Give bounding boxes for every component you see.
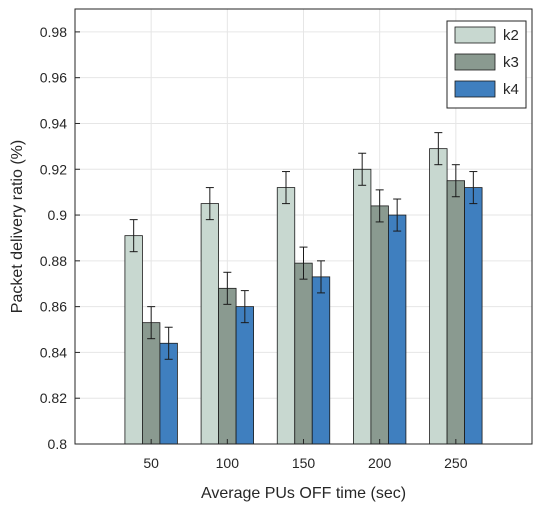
x-axis-title: Average PUs OFF time (sec) bbox=[201, 485, 406, 502]
bar-k2 bbox=[200, 203, 219, 445]
y-tick-label: 0.92 bbox=[40, 161, 67, 177]
legend-swatch-k3 bbox=[454, 53, 496, 71]
bar-k3 bbox=[294, 262, 313, 445]
x-tick-label: 50 bbox=[143, 455, 159, 471]
bar-k3 bbox=[142, 322, 161, 445]
bar-k4 bbox=[388, 214, 407, 445]
bar-k2 bbox=[276, 187, 296, 445]
legend-label-k3: k3 bbox=[503, 54, 519, 71]
y-tick-label: 0.9 bbox=[48, 207, 68, 223]
y-tick-label: 0.82 bbox=[40, 390, 67, 406]
y-tick-label: 0.84 bbox=[40, 344, 67, 360]
legend-swatch-k2 bbox=[454, 26, 496, 44]
bar-k2 bbox=[353, 168, 372, 445]
plot-frame bbox=[74, 8, 533, 445]
legend-label-k4: k4 bbox=[503, 81, 519, 98]
x-tick-label: 200 bbox=[368, 455, 392, 471]
legend: k2 k3 k4 bbox=[446, 20, 527, 109]
bar-k4 bbox=[235, 306, 254, 445]
y-axis-title: Packet delivery ratio (%) bbox=[9, 140, 26, 313]
y-tick-label: 0.94 bbox=[40, 115, 67, 131]
x-tick-label: 150 bbox=[292, 455, 316, 471]
axes bbox=[74, 8, 533, 445]
x-tick-label: 250 bbox=[444, 455, 468, 471]
bar-k3 bbox=[370, 205, 389, 445]
y-tick-label: 0.86 bbox=[40, 299, 67, 315]
bar-k4 bbox=[311, 276, 331, 445]
legend-swatch-k4 bbox=[454, 80, 496, 98]
tick-labels: 0.8 0.82 0.84 0.86 0.88 0.9 0.92 0.94 0.96 0.98 50… bbox=[40, 24, 468, 471]
y-tick-label: 0.96 bbox=[40, 70, 67, 86]
legend-label-k2: k2 bbox=[503, 27, 519, 44]
y-tick-label: 0.88 bbox=[40, 253, 67, 269]
x-tick-label: 100 bbox=[216, 455, 240, 471]
bars bbox=[124, 132, 483, 445]
bar-k2 bbox=[124, 235, 143, 445]
bar-k3 bbox=[446, 180, 465, 445]
bar-k2 bbox=[429, 148, 448, 445]
y-tick-label: 0.8 bbox=[48, 436, 68, 452]
y-tick-label: 0.98 bbox=[40, 24, 67, 40]
bar-k4 bbox=[464, 187, 483, 445]
bar-k3 bbox=[218, 287, 237, 445]
